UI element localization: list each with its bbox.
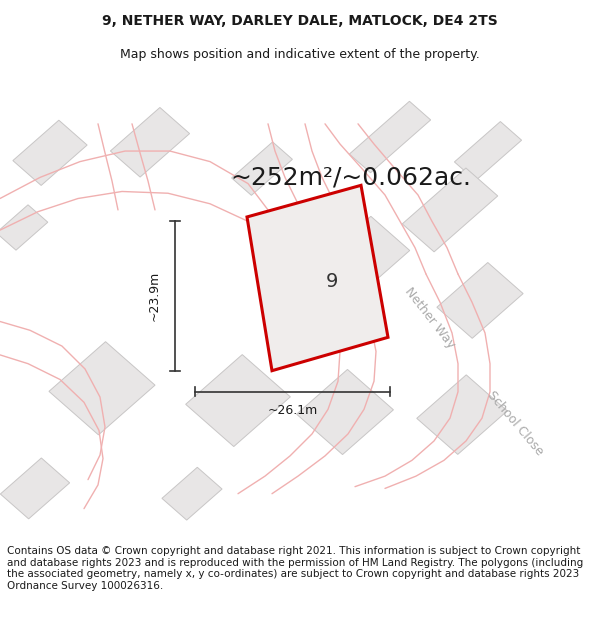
Polygon shape xyxy=(0,205,48,250)
Polygon shape xyxy=(454,121,521,181)
Polygon shape xyxy=(314,216,410,300)
Polygon shape xyxy=(185,354,290,446)
Polygon shape xyxy=(49,342,155,435)
Polygon shape xyxy=(417,375,507,454)
Polygon shape xyxy=(296,369,394,454)
Polygon shape xyxy=(232,142,292,196)
Text: ~252m²/~0.062ac.: ~252m²/~0.062ac. xyxy=(230,166,471,189)
Text: Nether Way: Nether Way xyxy=(402,285,458,351)
Text: 9: 9 xyxy=(326,272,338,291)
Polygon shape xyxy=(437,262,523,338)
Polygon shape xyxy=(13,120,87,186)
Text: ~26.1m: ~26.1m xyxy=(268,404,317,417)
Polygon shape xyxy=(247,186,388,371)
Text: Contains OS data © Crown copyright and database right 2021. This information is : Contains OS data © Crown copyright and d… xyxy=(7,546,583,591)
Polygon shape xyxy=(110,107,190,177)
Polygon shape xyxy=(162,468,222,520)
Polygon shape xyxy=(1,458,70,519)
Text: 9, NETHER WAY, DARLEY DALE, MATLOCK, DE4 2TS: 9, NETHER WAY, DARLEY DALE, MATLOCK, DE4… xyxy=(102,14,498,28)
Polygon shape xyxy=(402,168,498,252)
Text: ~23.9m: ~23.9m xyxy=(148,271,161,321)
Polygon shape xyxy=(349,101,431,172)
Text: Map shows position and indicative extent of the property.: Map shows position and indicative extent… xyxy=(120,48,480,61)
Text: School Close: School Close xyxy=(484,389,545,458)
